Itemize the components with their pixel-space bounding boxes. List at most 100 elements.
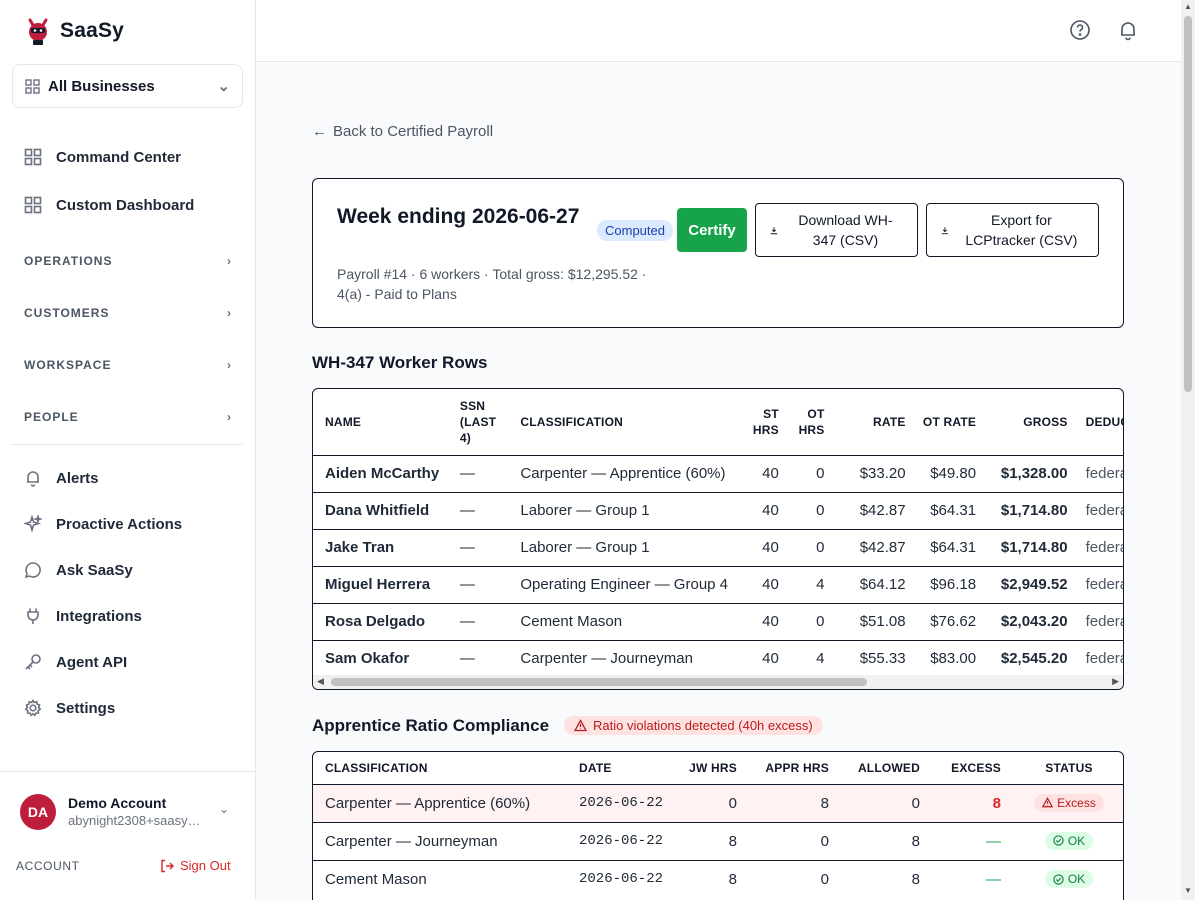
cell-classification: Cement Mason <box>325 870 427 888</box>
col-rate[interactable]: RATE <box>873 414 906 429</box>
table-row[interactable]: Carpenter — Apprentice (60%) 2026-06-22 … <box>313 784 1123 822</box>
grid-icon <box>24 148 42 166</box>
col-ot-hrs[interactable]: OT HRS <box>798 406 825 437</box>
nav-custom-dashboard[interactable]: Custom Dashboard <box>24 196 194 214</box>
table-row[interactable]: Cement Mason 2026-06-22 8 0 8 — OK <box>313 860 1123 898</box>
business-selector[interactable]: All Businesses ⌄ <box>12 64 243 108</box>
nav-agent-api[interactable]: Agent API <box>24 653 127 671</box>
back-link[interactable]: ← Back to Certified Payroll <box>312 123 493 140</box>
nav-section-people[interactable]: PEOPLE › <box>24 410 232 424</box>
avatar[interactable]: DA <box>20 794 56 830</box>
cell-ssn: — <box>459 650 475 668</box>
col-date[interactable]: DATE <box>579 760 612 775</box>
section-label: PEOPLE <box>24 410 79 424</box>
nav-section-customers[interactable]: CUSTOMERS › <box>24 306 232 320</box>
nav-label: Command Center <box>56 148 182 166</box>
nav-alerts[interactable]: Alerts <box>24 469 99 487</box>
horizontal-scrollbar[interactable]: ◀ ▶ <box>313 675 1123 689</box>
chevron-down-icon: ⌄ <box>217 78 230 95</box>
col-classification[interactable]: CLASSIFICATION <box>520 414 623 429</box>
account-name: Demo Account <box>68 795 167 811</box>
cell-ot-hrs: 0 <box>816 502 825 519</box>
download-icon <box>770 226 778 234</box>
nav-label: Custom Dashboard <box>56 196 195 214</box>
help-icon[interactable] <box>1069 19 1091 41</box>
col-st-hrs[interactable]: ST HRS <box>752 406 779 437</box>
chevron-right-icon: › <box>227 358 232 372</box>
nav-section-operations[interactable]: OPERATIONS › <box>24 254 232 268</box>
table-row[interactable]: Aiden McCarthy — Carpenter — Apprentice … <box>313 455 1123 492</box>
cell-ot-hrs: 0 <box>816 539 825 556</box>
payroll-header-card: Week ending 2026-06-27 Computed Certify … <box>312 178 1124 328</box>
col-gross[interactable]: GROSS <box>1023 414 1068 429</box>
scroll-left-arrow-icon[interactable]: ◀ <box>317 676 324 686</box>
col-allowed[interactable]: ALLOWED <box>857 760 920 775</box>
scroll-down-arrow-icon[interactable]: ▼ <box>1184 886 1192 895</box>
col-ot-rate[interactable]: OT RATE <box>922 414 977 429</box>
scrollbar-thumb[interactable] <box>331 678 867 686</box>
table-row[interactable]: Jake Tran — Laborer — Group 1 40 0 $42.8… <box>313 529 1123 566</box>
col-ssn[interactable]: SSN (LAST 4) <box>459 398 497 445</box>
cell-name: Sam Okafor <box>325 650 410 668</box>
nav-command-center[interactable]: Command Center <box>24 148 181 166</box>
nav-proactive-actions[interactable]: Proactive Actions <box>24 515 182 533</box>
nav-settings[interactable]: Settings <box>24 699 115 717</box>
col-jw-hrs[interactable]: JW HRS <box>689 760 737 775</box>
cell-st-hrs: 40 <box>762 539 779 556</box>
cell-jw-hrs: 8 <box>728 870 737 888</box>
col-deductions[interactable]: DEDUCTIONS <box>1085 414 1123 429</box>
certify-button[interactable]: Certify <box>677 208 747 252</box>
col-classification[interactable]: CLASSIFICATION <box>325 760 428 775</box>
table-row[interactable]: Rosa Delgado — Cement Mason 40 0 $51.08 … <box>313 603 1123 640</box>
table-row[interactable]: Carpenter — Journeyman 2026-06-22 8 0 8 … <box>313 822 1123 860</box>
bell-icon[interactable] <box>1117 19 1139 41</box>
scrollbar-thumb[interactable] <box>1184 16 1192 392</box>
page-title: Week ending 2026-06-27 <box>337 205 580 228</box>
ratio-compliance-heading: Apprentice Ratio Compliance <box>312 716 550 735</box>
status-badge: Excess <box>1034 793 1104 812</box>
scroll-right-arrow-icon[interactable]: ▶ <box>1112 676 1119 686</box>
warning-triangle-icon <box>574 719 587 732</box>
brand-name: SaaSy <box>60 19 125 42</box>
status-badge: OK <box>1044 831 1094 850</box>
col-status[interactable]: STATUS <box>1045 760 1093 775</box>
cell-classification: Laborer — Group 1 <box>520 539 650 556</box>
brand[interactable]: SaaSy <box>24 16 124 46</box>
scroll-up-arrow-icon[interactable]: ▲ <box>1184 2 1192 11</box>
status-badge: Computed <box>597 220 673 241</box>
vertical-scrollbar[interactable]: ▲ ▼ <box>1181 0 1195 900</box>
cell-ot-rate: $76.62 <box>930 613 977 630</box>
cell-gross: $2,949.52 <box>1000 576 1068 593</box>
col-name[interactable]: NAME <box>325 414 362 429</box>
cell-rate: $33.20 <box>859 465 906 482</box>
nav-section-workspace[interactable]: WORKSPACE › <box>24 358 232 372</box>
nav-label: Ask SaaSy <box>56 561 133 579</box>
chevron-down-icon[interactable]: ⌄ <box>219 802 230 816</box>
status-label: Excess <box>1057 795 1096 810</box>
table-row[interactable]: Sam Okafor — Carpenter — Journeyman 40 4… <box>313 640 1123 677</box>
nav-label: Proactive Actions <box>56 515 183 533</box>
table-row[interactable]: Miguel Herrera — Operating Engineer — Gr… <box>313 566 1123 603</box>
sign-out-label: Sign Out <box>180 858 231 873</box>
nav-ask-saasy[interactable]: Ask SaaSy <box>24 561 133 579</box>
sparkles-icon <box>24 515 42 533</box>
cell-ot-hrs: 4 <box>816 650 825 668</box>
check-circle-icon <box>1053 835 1064 846</box>
cell-deductions: federal <box>1085 539 1123 556</box>
cell-status: Excess <box>1013 784 1123 822</box>
gear-icon <box>24 699 42 717</box>
col-excess[interactable]: EXCESS <box>951 760 1001 775</box>
download-wh347-button[interactable]: Download WH-347 (CSV) <box>755 203 918 257</box>
table-header-row: CLASSIFICATION DATE JW HRS APPR HRS ALLO… <box>313 752 1123 784</box>
export-lcptracker-button[interactable]: Export for LCPtracker (CSV) <box>926 203 1099 257</box>
col-appr-hrs[interactable]: APPR HRS <box>765 760 829 775</box>
table-row[interactable]: Dana Whitfield — Laborer — Group 1 40 0 … <box>313 492 1123 529</box>
sign-out-button[interactable]: Sign Out <box>160 858 231 873</box>
cell-jw-hrs: 0 <box>728 794 737 812</box>
cell-jw-hrs: 8 <box>728 832 737 850</box>
nav-integrations[interactable]: Integrations <box>24 607 142 625</box>
ratio-compliance-table-card: CLASSIFICATION DATE JW HRS APPR HRS ALLO… <box>312 751 1124 900</box>
cell-classification: Carpenter — Journeyman <box>520 650 693 668</box>
grid-icon <box>25 78 40 94</box>
cell-classification: Carpenter — Apprentice (60%) <box>325 794 531 812</box>
